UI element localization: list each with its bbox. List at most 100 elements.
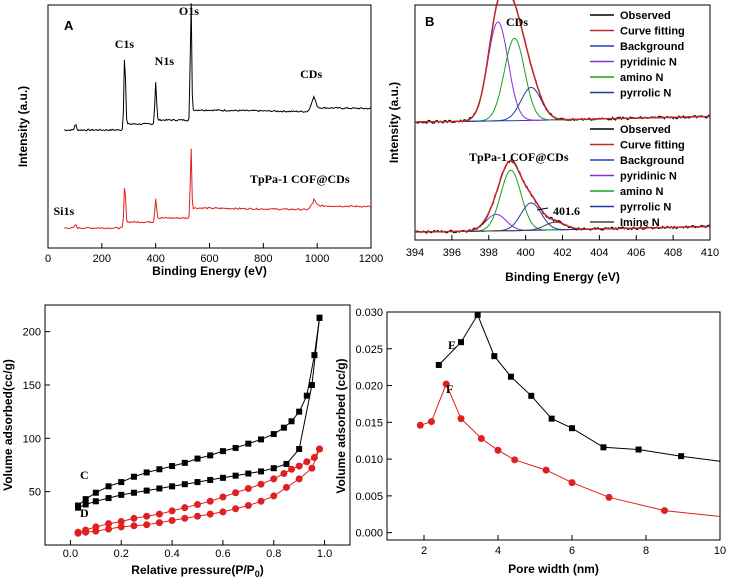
data-point-C bbox=[207, 452, 214, 459]
y-tick-label: 50 bbox=[29, 487, 41, 499]
data-point-D bbox=[282, 483, 290, 491]
data-point-E bbox=[600, 444, 607, 451]
data-point-C bbox=[296, 408, 303, 415]
x-tick-label: 1000 bbox=[305, 253, 329, 265]
data-point-D bbox=[194, 512, 201, 520]
data-point-D bbox=[155, 510, 163, 518]
data-point-D bbox=[155, 519, 163, 527]
x-tick-label: 4 bbox=[495, 545, 501, 557]
data-point-D bbox=[244, 484, 252, 492]
x-tick-label: 600 bbox=[200, 253, 218, 265]
data-point-C bbox=[258, 436, 265, 443]
data-point-C bbox=[105, 495, 112, 502]
y-axis-label: Volume adsorbed (cc/g) bbox=[334, 358, 348, 493]
data-point-C bbox=[156, 485, 163, 492]
data-point-D bbox=[181, 514, 189, 522]
series-label: F bbox=[446, 382, 453, 396]
data-point-C bbox=[105, 483, 112, 490]
y-tick-label: 0.020 bbox=[355, 381, 383, 393]
data-point-C bbox=[288, 418, 295, 425]
data-point-C bbox=[219, 474, 226, 481]
data-point-C bbox=[92, 498, 99, 505]
y-tick-label: 0.000 bbox=[355, 528, 383, 540]
data-point-D bbox=[168, 516, 176, 524]
data-point-C bbox=[232, 444, 239, 451]
y-axis-label: Volume adsorbed(cc/g) bbox=[1, 359, 15, 491]
data-point-C bbox=[311, 352, 318, 359]
y-axis-label: Intensity (a.u.) bbox=[16, 86, 30, 167]
data-point-E bbox=[474, 311, 481, 318]
data-point-D bbox=[310, 454, 318, 462]
series-label: C bbox=[80, 468, 89, 482]
x-tick-label: 400 bbox=[516, 247, 534, 259]
y-tick-label: 0.025 bbox=[355, 344, 383, 356]
series-label: E bbox=[448, 338, 456, 352]
series-label: TpPa-1 COF@CDs bbox=[250, 172, 350, 186]
x-axis-label-end: ) bbox=[260, 563, 264, 577]
x-tick-label: 398 bbox=[480, 247, 498, 259]
x-tick-label: 200 bbox=[93, 253, 111, 265]
data-point-C bbox=[118, 491, 125, 498]
data-point-C bbox=[194, 455, 201, 462]
data-point-D bbox=[143, 521, 151, 529]
data-point-E bbox=[548, 415, 555, 422]
survey-spectrum-cds bbox=[64, 3, 372, 132]
legend-label: Curve fitting bbox=[620, 140, 685, 152]
data-point-D bbox=[288, 465, 296, 473]
series-line-D bbox=[77, 448, 320, 534]
data-point-F bbox=[605, 493, 613, 501]
legend-label: pyrrolic N bbox=[620, 202, 671, 214]
data-point-C bbox=[303, 392, 310, 399]
data-point-E bbox=[458, 339, 464, 346]
data-point-C bbox=[232, 472, 239, 479]
data-point-E bbox=[635, 446, 642, 453]
data-point-C bbox=[92, 489, 99, 496]
data-point-D bbox=[117, 518, 125, 526]
x-axis-label-subscript: 0 bbox=[255, 569, 260, 579]
peak-label: C1s bbox=[115, 37, 135, 51]
legend-label: pyrrolic N bbox=[620, 88, 671, 100]
annotation-label: 401.6 bbox=[553, 204, 580, 218]
data-point-D bbox=[232, 505, 240, 513]
data-point-F bbox=[442, 380, 450, 388]
data-point-D bbox=[74, 528, 82, 536]
x-axis-label: Pore width (nm) bbox=[508, 562, 599, 576]
data-point-C bbox=[169, 463, 176, 470]
data-point-E bbox=[507, 373, 514, 380]
x-tick-label: 396 bbox=[443, 247, 461, 259]
panel-a: 0 200 400 600 800 1000 1200 Binding Energy (eV)… bbox=[16, 3, 383, 278]
legend-label: Background bbox=[620, 155, 684, 167]
panel-cd: 0.0 0.2 0.4 0.6 0.8 1.0 50 100 150 200 Relative pr… bbox=[1, 304, 351, 579]
data-point-D bbox=[232, 489, 240, 497]
legend-label: amino N bbox=[620, 186, 663, 198]
legend-label: Curve fitting bbox=[620, 26, 685, 38]
x-tick-label: 0.8 bbox=[266, 548, 281, 560]
data-point-C bbox=[118, 479, 125, 486]
data-point-C bbox=[280, 424, 287, 431]
data-point-D bbox=[219, 508, 227, 516]
data-point-D bbox=[143, 512, 151, 520]
data-point-C bbox=[82, 496, 89, 503]
x-tick-label: 0.4 bbox=[164, 548, 179, 560]
data-point-D bbox=[257, 497, 265, 505]
x-tick-label: 0.6 bbox=[215, 548, 230, 560]
panel-ef: 2 4 6 8 10 0.000 0.005 0.010 0.015 0.020 0.025 0.03… bbox=[334, 307, 726, 576]
data-point-C bbox=[156, 466, 163, 473]
data-point-C bbox=[316, 314, 323, 321]
panel-a-frame bbox=[47, 4, 372, 249]
data-point-C bbox=[143, 487, 150, 494]
peak-label: O1s bbox=[179, 4, 199, 18]
data-point-F bbox=[511, 456, 519, 464]
data-point-C bbox=[245, 470, 252, 477]
legend-label: pyridinic N bbox=[620, 57, 677, 69]
x-tick-label: 400 bbox=[146, 253, 164, 265]
x-tick-label: 404 bbox=[590, 247, 608, 259]
data-point-E bbox=[569, 425, 575, 432]
data-point-C bbox=[219, 448, 226, 455]
cds-observed-line bbox=[414, 0, 711, 124]
data-point-C bbox=[82, 501, 89, 508]
panel-label: A bbox=[64, 18, 74, 33]
data-point-D bbox=[257, 480, 265, 488]
data-point-F bbox=[457, 415, 465, 423]
